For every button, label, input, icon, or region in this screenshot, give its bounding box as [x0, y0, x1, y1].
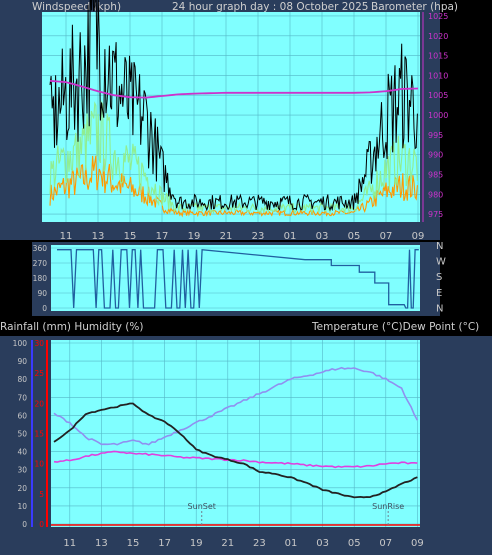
humidity-tick-label: 80 — [17, 375, 27, 384]
rain-tick-label: 5 — [39, 490, 44, 499]
rain-tick-label: 10 — [34, 460, 44, 469]
humidity-tick-label: 70 — [17, 393, 27, 402]
rain-tick-label: 25 — [34, 369, 44, 378]
y-tick-label: 985 — [428, 170, 443, 179]
humidity-tick-label: 60 — [17, 411, 27, 420]
y-tick-label: 980 — [428, 190, 443, 199]
compass-label: N — [436, 241, 443, 252]
y-tick-label: 1020 — [428, 32, 448, 41]
humidity-tick-label: 0 — [22, 520, 27, 529]
compass-label: S — [436, 272, 442, 283]
x-tick-label: 23 — [253, 538, 266, 549]
humidity-tick-label: 20 — [17, 484, 27, 493]
dewpoint-series — [53, 450, 418, 469]
sunrise-label: SunRise — [372, 502, 404, 511]
compass-label: E — [436, 288, 442, 299]
x-tick-label: 23 — [252, 231, 265, 242]
x-tick-label: 09 — [411, 538, 424, 549]
compass-label: W — [436, 257, 446, 268]
barometer-series — [49, 80, 419, 99]
rain-tick-label: 20 — [34, 399, 44, 408]
chart-title: 24 hour graph day : 08 October 2025 — [172, 1, 368, 13]
y-tick-label: 1000 — [428, 111, 448, 120]
wind-gust-series — [49, 0, 418, 212]
x-tick-label: 17 — [158, 538, 171, 549]
x-tick-label: 11 — [60, 231, 73, 242]
temperature-series — [53, 402, 418, 499]
y-tick-label: 975 — [428, 210, 443, 219]
rain-tick-label: 0 — [39, 520, 44, 529]
y-tick-label: 1005 — [428, 91, 448, 100]
x-tick-label: 15 — [127, 538, 140, 549]
x-tick-label: 21 — [220, 231, 233, 242]
x-tick-label: 21 — [221, 538, 234, 549]
wind-axis-title: Windspeed (kph) — [32, 1, 121, 13]
rain-tick-label: 15 — [34, 430, 44, 439]
temperature-chart: 11 13 15 17 19 21 23 01 03 05 07 091009080706050403… — [13, 339, 424, 549]
rain-humidity-title: Rainfall (mm) Humidity (%) — [0, 321, 143, 333]
y-tick-label: 1010 — [428, 71, 448, 80]
humidity-tick-label: 30 — [17, 466, 27, 475]
x-tick-label: 01 — [285, 538, 298, 549]
x-tick-label: 07 — [379, 538, 392, 549]
compass-label: N — [436, 303, 443, 314]
x-tick-label: 11 — [63, 538, 76, 549]
wind-avg-series — [49, 100, 418, 215]
humidity-tick-label: 90 — [17, 357, 27, 366]
x-tick-label: 01 — [284, 231, 297, 242]
x-tick-label: 09 — [412, 231, 425, 242]
y-tick-label: 90 — [37, 289, 47, 298]
y-tick-label: 180 — [33, 274, 48, 283]
x-tick-label: 05 — [348, 538, 361, 549]
sunset-label: SunSet — [188, 502, 216, 511]
y-tick-label: 270 — [33, 259, 48, 268]
y-tick-label: 360 — [33, 244, 48, 253]
y-tick-label: 1015 — [428, 52, 448, 61]
wind-chart: 11 13 15 17 19 21 23 01 03 05 07 09 975 980 985 990 995 1… — [42, 0, 448, 242]
wind-direction-series — [57, 248, 419, 309]
x-tick-label: 03 — [316, 231, 329, 242]
x-tick-label: 17 — [156, 231, 169, 242]
x-tick-label: 15 — [124, 231, 137, 242]
x-tick-label: 13 — [92, 231, 105, 242]
humidity-tick-label: 40 — [17, 448, 27, 457]
y-tick-label: 995 — [428, 131, 443, 140]
x-tick-label: 03 — [316, 538, 329, 549]
bottom-right-panel-bg — [440, 336, 492, 555]
humidity-tick-label: 10 — [17, 502, 27, 511]
x-tick-label: 13 — [95, 538, 108, 549]
x-tick-label: 19 — [190, 538, 203, 549]
y-tick-label: 0 — [42, 304, 47, 313]
humidity-tick-label: 100 — [13, 339, 28, 348]
temp-dewpoint-title: Temperature (°C)Dew Point (°C) — [311, 321, 479, 333]
barometer-axis-title: Barometer (hpa) — [371, 1, 458, 13]
x-tick-label: 07 — [380, 231, 393, 242]
rain-tick-label: 30 — [34, 339, 44, 348]
x-tick-label: 19 — [188, 231, 201, 242]
y-tick-label: 990 — [428, 151, 443, 160]
x-tick-label: 05 — [348, 231, 361, 242]
y-tick-label: 1025 — [428, 12, 448, 21]
humidity-tick-label: 50 — [17, 430, 27, 439]
humidity-series — [53, 366, 419, 446]
